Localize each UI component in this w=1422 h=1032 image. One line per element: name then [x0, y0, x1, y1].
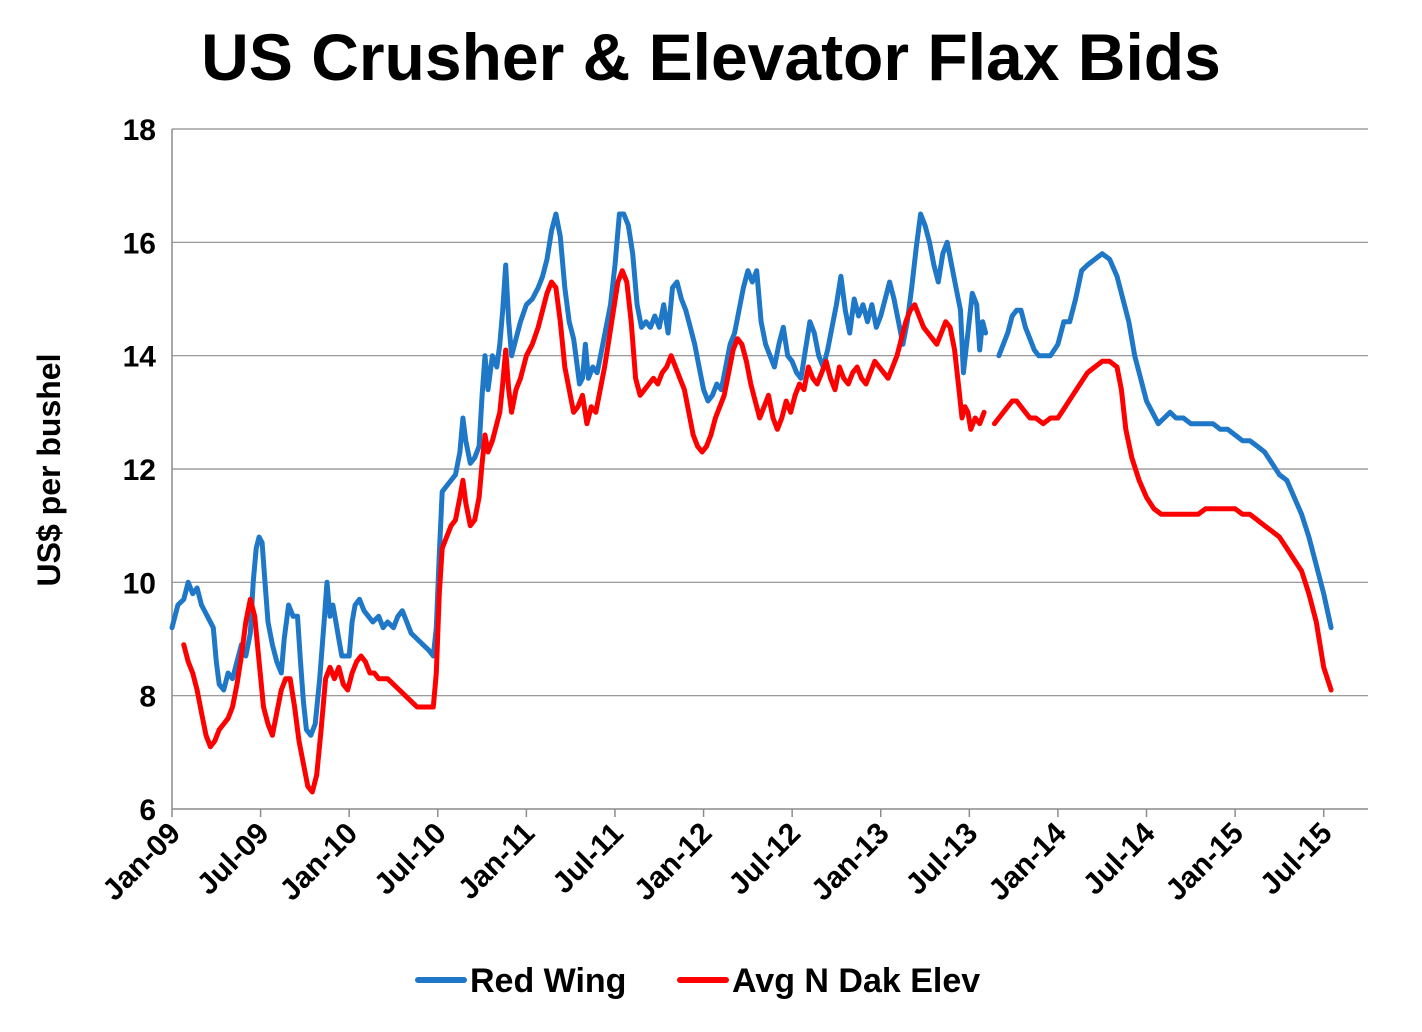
y-tick-label: 12 [123, 454, 156, 487]
series-lines [169, 211, 1334, 795]
x-tick-label: Jan-15 [1160, 817, 1251, 908]
chart-title: US Crusher & Elevator Flax Bids [201, 20, 1221, 94]
legend-label-0: Red Wing [470, 962, 626, 1000]
x-tick-label: Jul-14 [1077, 816, 1162, 901]
series-line-0-segment-0 [169, 211, 989, 738]
x-tick-label: Jul-09 [191, 817, 276, 902]
series-line-0-segment-1 [996, 251, 1334, 631]
x-tick-label: Jan-12 [628, 817, 719, 908]
y-tick-label: 10 [123, 567, 156, 600]
y-tick-label: 18 [123, 114, 156, 147]
y-tick-label: 8 [139, 681, 156, 714]
x-tick-label: Jul-10 [368, 817, 453, 902]
x-tick-label: Jan-10 [274, 817, 365, 908]
series-line-1-segment-0 [181, 268, 987, 795]
x-tick-label: Jan-14 [982, 816, 1073, 907]
x-tick-label: Jan-09 [96, 817, 187, 908]
legend: Red Wing Avg N Dak Elev [415, 962, 980, 1000]
series-line-1-segment-1 [991, 358, 1334, 693]
x-tick-label: Jan-13 [805, 817, 896, 908]
x-tick-label: Jul-11 [546, 817, 629, 900]
y-tick-label: 6 [139, 794, 156, 827]
gridlines [172, 128, 1368, 697]
x-tick-label: Jul-15 [1254, 817, 1339, 902]
axes [171, 129, 1368, 810]
y-tick-label: 14 [123, 341, 157, 374]
y-ticks: 6 8 10 12 14 16 18 [123, 114, 157, 827]
x-tick-label: Jul-13 [900, 817, 985, 902]
y-tick-label: 16 [123, 227, 156, 260]
x-tick-label: Jan-11 [452, 817, 541, 906]
y-axis-label: US$ per bushel [31, 354, 67, 587]
legend-label-1: Avg N Dak Elev [732, 962, 980, 1000]
x-tick-label: Jul-12 [722, 817, 807, 902]
